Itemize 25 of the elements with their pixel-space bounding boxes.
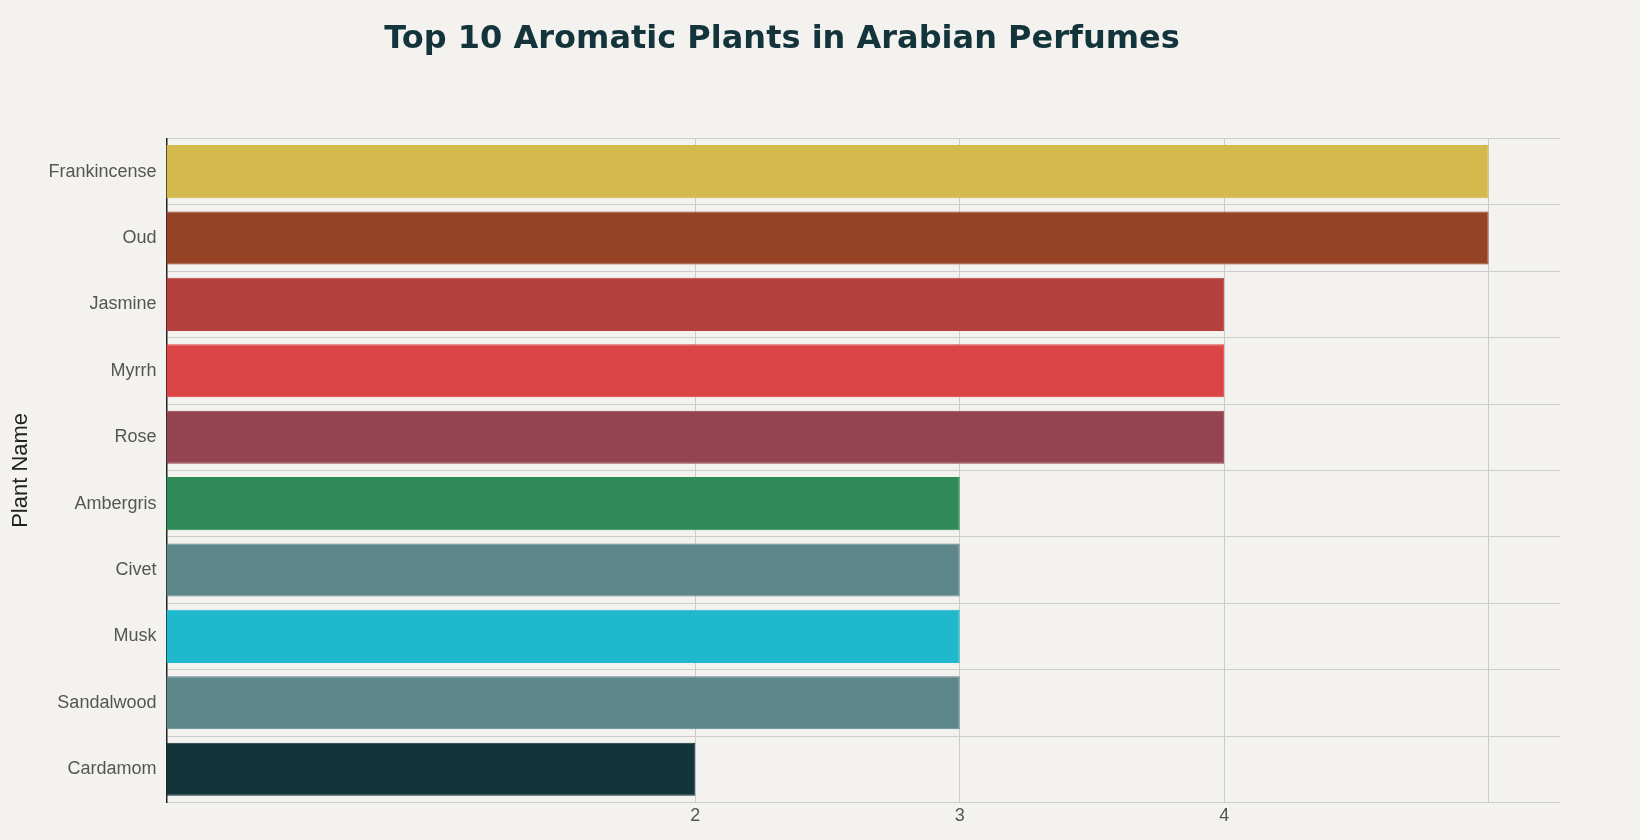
bar xyxy=(166,145,1489,199)
x-tick-label: 2 xyxy=(690,805,701,826)
bar xyxy=(166,676,960,730)
bar xyxy=(166,344,1225,398)
bar xyxy=(166,742,696,796)
y-axis-title: Plant Name xyxy=(7,412,33,528)
y-tick-label: Jasmine xyxy=(89,293,157,314)
y-tick-label: Oud xyxy=(122,226,157,247)
bar xyxy=(166,211,1489,265)
y-tick-label: Civet xyxy=(115,558,157,579)
y-tick-label: Musk xyxy=(113,625,158,646)
bar xyxy=(166,410,1225,464)
bar xyxy=(166,277,1225,331)
y-tick-label: Myrrh xyxy=(110,359,157,380)
bar xyxy=(166,543,960,597)
y-tick-label: Frankincense xyxy=(48,160,157,181)
x-tick-label: 4 xyxy=(1219,805,1230,826)
y-tick-label: Ambergris xyxy=(74,492,157,513)
bar xyxy=(166,477,960,531)
y-tick-label: Cardamom xyxy=(67,758,157,779)
bar xyxy=(166,609,960,663)
y-tick-label: Rose xyxy=(114,426,157,447)
chart-title: Top 10 Aromatic Plants in Arabian Perfumes xyxy=(384,17,1180,56)
y-tick-label: Sandalwood xyxy=(57,691,157,712)
x-tick-label: 3 xyxy=(954,805,965,826)
